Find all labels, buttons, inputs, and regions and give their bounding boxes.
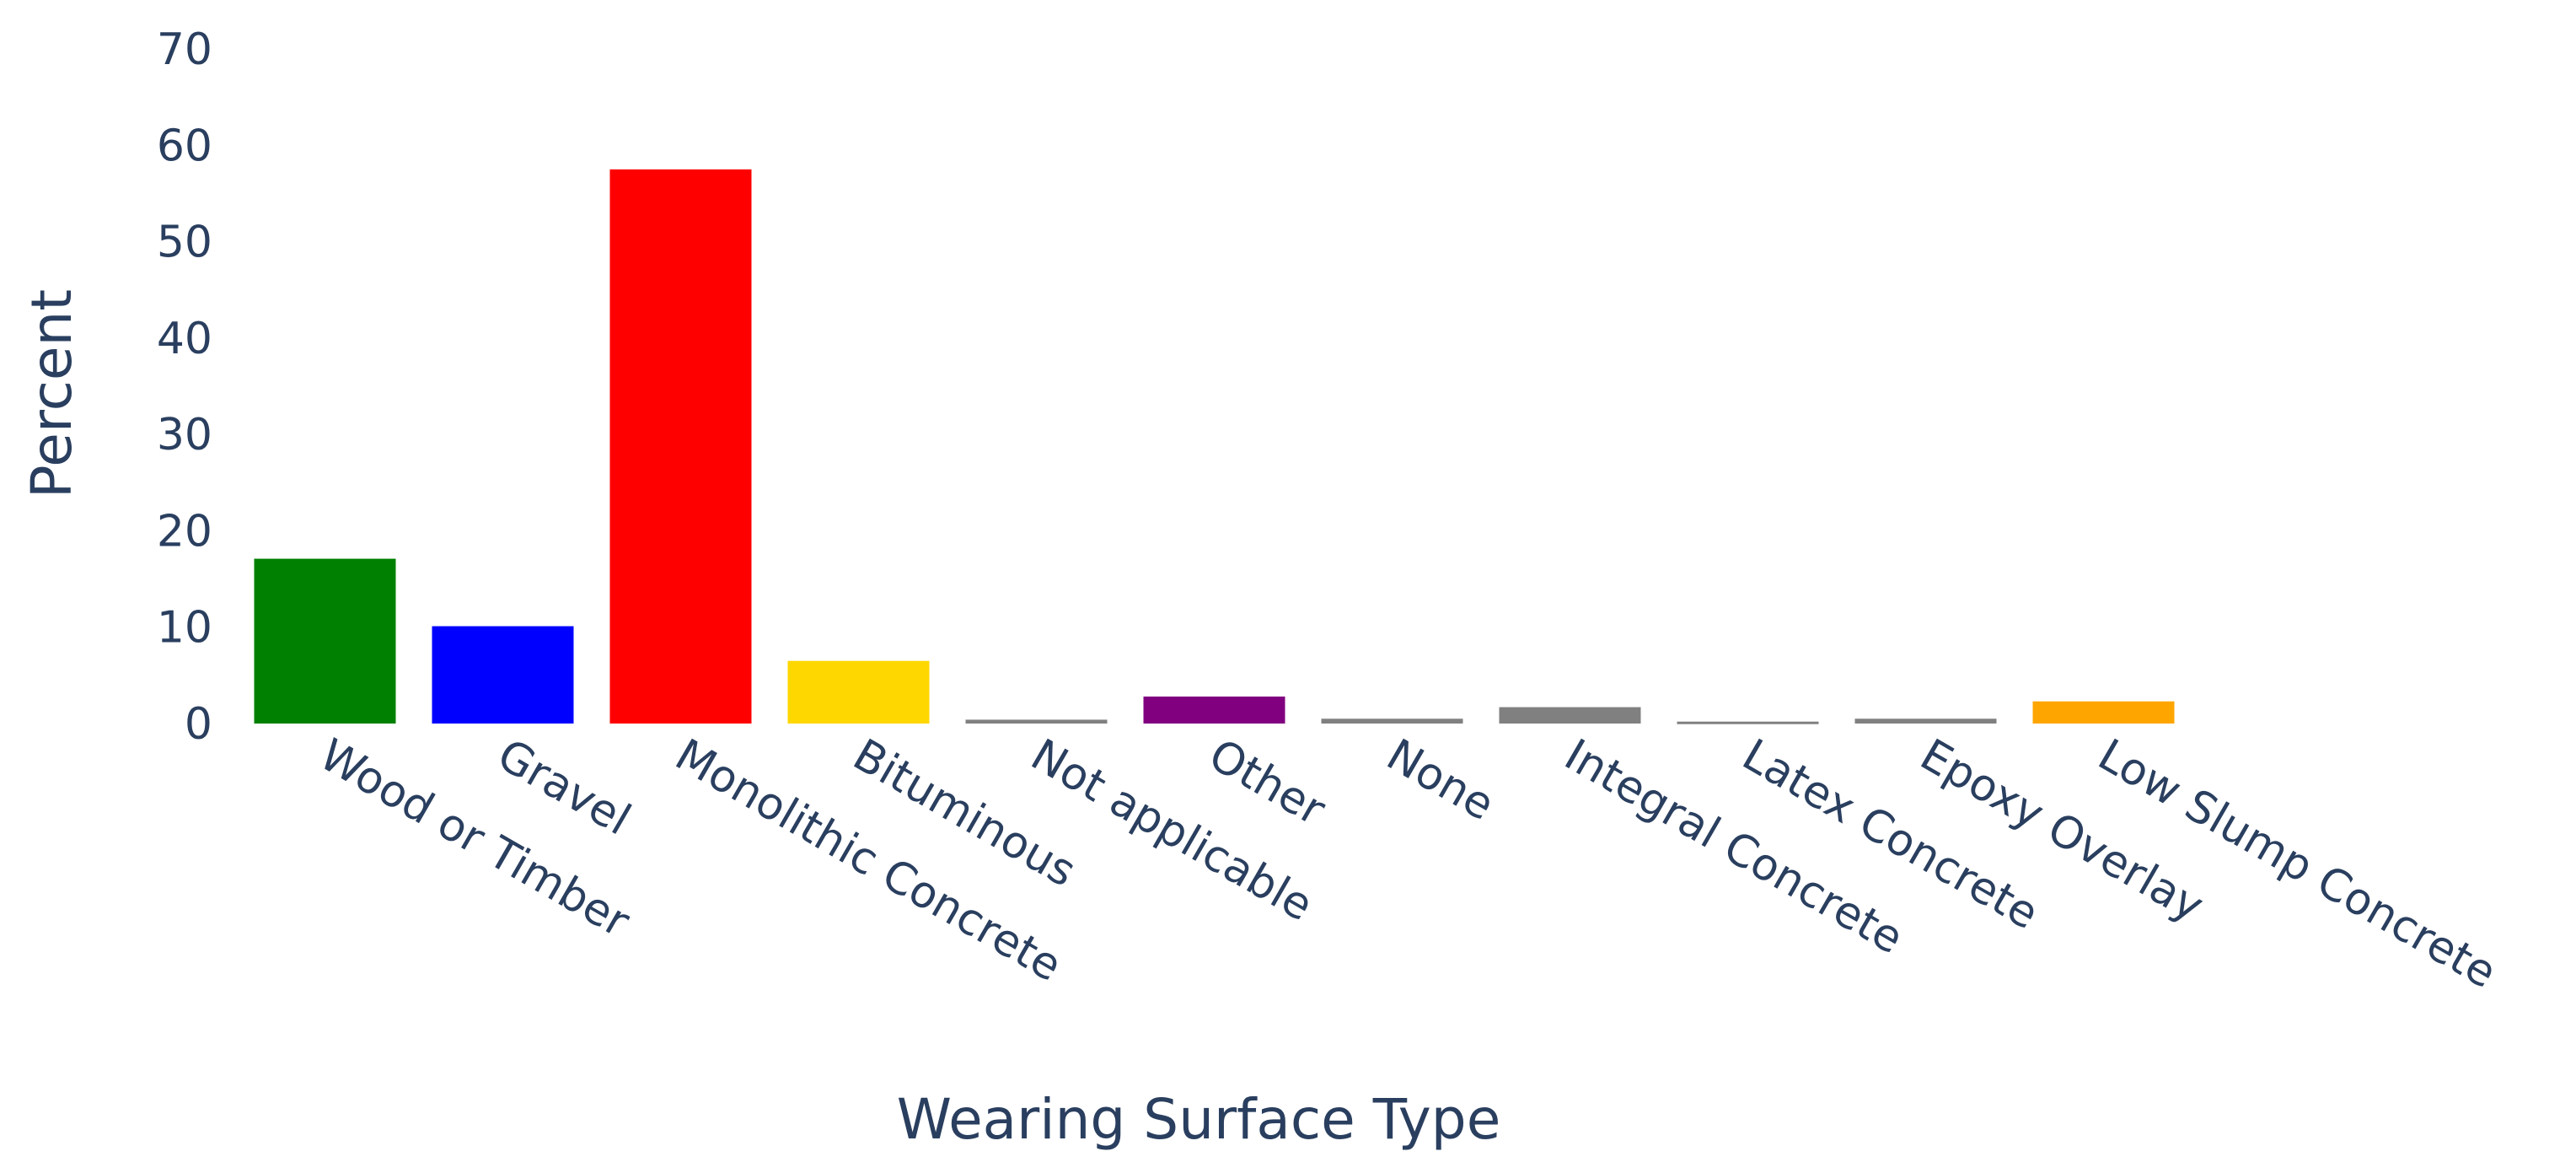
y-tick-label: 0 xyxy=(185,699,212,750)
y-axis-title: Percent xyxy=(19,289,84,498)
bar xyxy=(1143,697,1285,724)
bar xyxy=(965,719,1108,724)
bar xyxy=(1321,718,1463,724)
bar xyxy=(1677,721,1819,724)
y-tick-label: 50 xyxy=(157,218,212,268)
y-tick-label: 40 xyxy=(157,314,212,364)
y-axis-ticks: 0 10 20 30 40 50 60 70 xyxy=(157,24,212,750)
bar xyxy=(1854,718,1997,724)
x-tick-label: Wood or Timber xyxy=(311,729,638,948)
x-tick-label: Other xyxy=(1200,729,1334,836)
x-tick-label: None xyxy=(1378,729,1502,831)
bars xyxy=(254,169,2175,724)
bar xyxy=(787,660,930,724)
bar xyxy=(1499,707,1641,724)
y-tick-label: 70 xyxy=(157,24,212,75)
bar xyxy=(254,558,396,724)
x-tick-label: Integral Concrete xyxy=(1556,729,1912,964)
y-tick-label: 20 xyxy=(157,506,212,557)
x-axis-title: Wearing Surface Type xyxy=(897,1087,1501,1152)
bar xyxy=(432,626,574,724)
y-tick-label: 60 xyxy=(157,121,212,171)
bar xyxy=(2032,701,2175,724)
bar xyxy=(609,169,752,724)
y-tick-label: 30 xyxy=(157,410,212,460)
x-tick-label: Gravel xyxy=(489,729,639,845)
y-tick-label: 10 xyxy=(157,603,212,654)
